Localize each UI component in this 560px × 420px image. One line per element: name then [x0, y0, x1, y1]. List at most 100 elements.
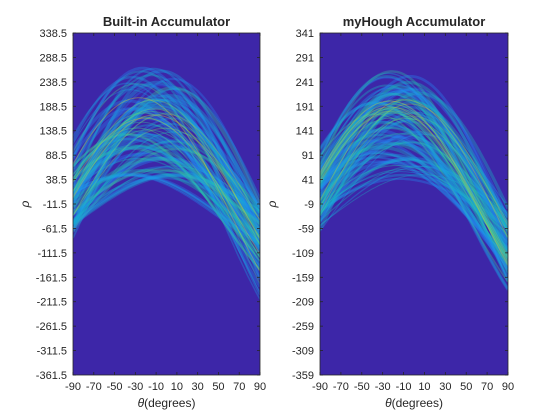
- y-tick-label: 91: [302, 150, 314, 162]
- accumulator-curve: [320, 141, 508, 251]
- accumulator-curve: [73, 144, 260, 256]
- accumulator-peak-curve: [73, 127, 260, 221]
- accumulator-curve: [73, 145, 260, 224]
- heatmap-band: [320, 70, 508, 291]
- accumulator-curve: [73, 98, 260, 226]
- accumulator-curve: [73, 172, 260, 225]
- accumulator-curve: [320, 92, 508, 260]
- heatmap-background: [73, 33, 260, 375]
- panel-2: myHough Accumulator -90 -70 -50 -30 -10 10 30 50…: [265, 14, 514, 410]
- x-tick-label: 30: [439, 381, 451, 393]
- accumulator-peak-curve: [320, 103, 508, 227]
- x-tick-label: 70: [233, 381, 245, 393]
- accumulator-curve: [320, 153, 508, 245]
- accumulator-curve: [320, 141, 508, 225]
- y-tick-label: 138.5: [39, 126, 67, 138]
- accumulator-curve: [73, 94, 260, 226]
- accumulator-curve: [73, 133, 260, 270]
- y-tick-label: 241: [296, 77, 314, 89]
- accumulator-curve: [320, 70, 508, 273]
- accumulator-curve: [73, 94, 260, 234]
- accumulator-curve: [73, 169, 260, 221]
- accumulator-curve: [320, 98, 508, 253]
- y-tick-label: -11.5: [43, 199, 67, 211]
- x-axis-label-symbol: θ: [385, 396, 392, 410]
- x-tick-label: -30: [375, 381, 391, 393]
- accumulator-peak-curve: [73, 108, 260, 241]
- accumulator-curve: [320, 138, 508, 252]
- accumulator-curve: [320, 150, 508, 260]
- accumulator-peak-curve: [320, 107, 508, 255]
- accumulator-curve: [73, 75, 260, 296]
- accumulator-curve: [73, 166, 260, 223]
- x-tick-label: -50: [354, 381, 370, 393]
- accumulator-curve: [320, 128, 508, 271]
- accumulator-curve: [320, 90, 508, 251]
- accumulator-curve: [73, 133, 260, 245]
- accumulator-curve: [320, 171, 508, 231]
- y-tick-label: -109: [292, 248, 314, 260]
- accumulator-curve: [73, 89, 260, 293]
- x-axis-label: θ(degrees): [385, 396, 443, 410]
- accumulator-curve: [73, 174, 260, 243]
- accumulator-curve: [73, 173, 260, 243]
- accumulator-curve: [320, 121, 508, 266]
- accumulator-peak-curve: [320, 117, 508, 259]
- accumulator-curve: [320, 88, 508, 227]
- accumulator-curve: [73, 77, 260, 233]
- accumulator-curve: [320, 165, 508, 227]
- accumulator-curve: [320, 100, 508, 264]
- accumulator-curve: [320, 86, 508, 270]
- accumulator-curve: [73, 130, 260, 263]
- accumulator-curve: [320, 160, 508, 253]
- y-tick-label: -59: [298, 223, 314, 235]
- accumulator-curve: [320, 101, 508, 291]
- accumulator-curve: [320, 100, 508, 224]
- accumulator-curve: [320, 105, 508, 231]
- accumulator-curve: [73, 139, 260, 232]
- accumulator-curve: [73, 133, 260, 248]
- x-axis-label: θ(degrees): [138, 396, 196, 410]
- accumulator-curve: [320, 75, 508, 283]
- accumulator-curve: [73, 137, 260, 243]
- accumulator-curve: [73, 174, 260, 246]
- y-tick-label: 188.5: [39, 101, 67, 113]
- accumulator-curve: [320, 113, 508, 283]
- accumulator-curve: [73, 156, 260, 225]
- accumulator-peak-curve: [320, 103, 508, 262]
- accumulator-curve: [73, 86, 260, 233]
- y-tick-label: 291: [296, 52, 314, 64]
- accumulator-curve: [73, 144, 260, 246]
- accumulator-curve: [320, 157, 508, 231]
- accumulator-curve: [320, 132, 508, 238]
- x-tick-label: 10: [171, 381, 183, 393]
- accumulator-curve: [320, 133, 508, 232]
- y-axis-label: ρ: [265, 200, 279, 208]
- accumulator-curve: [73, 69, 260, 231]
- accumulator-curve: [73, 70, 260, 280]
- x-tick-label: -10: [396, 381, 412, 393]
- accumulator-curve: [320, 142, 508, 240]
- x-axis-label-symbol: θ: [138, 396, 145, 410]
- accumulator-curve: [320, 120, 508, 271]
- accumulator-peak-curve: [73, 114, 260, 239]
- accumulator-curve: [320, 89, 508, 244]
- x-tick-label: 10: [418, 381, 430, 393]
- accumulator-curve: [73, 74, 260, 255]
- accumulator-peak-curve: [320, 110, 508, 267]
- y-tick-label: -259: [292, 321, 314, 333]
- accumulator-curve: [320, 72, 508, 281]
- accumulator-curve: [73, 168, 260, 225]
- accumulator-curve: [320, 173, 508, 228]
- y-tick-label: -209: [292, 297, 314, 309]
- x-tick-label: 50: [212, 381, 224, 393]
- accumulator-peak-curve: [320, 110, 508, 258]
- accumulator-curve: [320, 88, 508, 246]
- panel-title: myHough Accumulator: [343, 14, 486, 29]
- accumulator-curve: [320, 92, 508, 274]
- accumulator-curve: [320, 84, 508, 279]
- y-tick-label: -9: [304, 199, 314, 211]
- accumulator-curve: [73, 80, 260, 239]
